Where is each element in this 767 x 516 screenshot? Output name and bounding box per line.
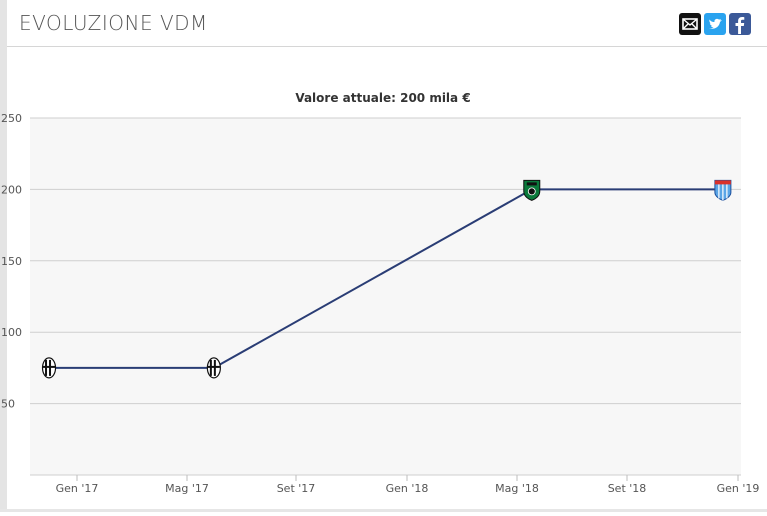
y-tick-label: 50 xyxy=(1,398,15,411)
y-tick-label: 200 xyxy=(1,183,22,196)
y-tick-label: 100 xyxy=(1,326,22,339)
bottom-border xyxy=(0,509,767,512)
facebook-share-button[interactable] xyxy=(729,13,751,35)
x-tick-label: Mag '18 xyxy=(495,482,539,495)
left-border xyxy=(0,0,7,512)
chart-title: Valore attuale: 200 mila € xyxy=(295,91,470,105)
email-icon xyxy=(682,18,698,30)
x-tick-label: Set '18 xyxy=(608,482,647,495)
facebook-icon xyxy=(735,17,745,34)
juventus-crest-icon xyxy=(206,357,221,379)
pec-zwolle-crest-icon xyxy=(714,179,732,201)
value-chart: Valore attuale: 200 mila € 50 100 150 200 250… xyxy=(1,91,760,495)
x-tick-label: Gen '17 xyxy=(56,482,99,495)
x-tick-label: Gen '18 xyxy=(386,482,429,495)
y-tick-label: 250 xyxy=(1,112,22,125)
widget-header: EVOLUZIONE VDM xyxy=(7,0,767,47)
y-tick-label: 150 xyxy=(1,255,22,268)
twitter-share-button[interactable] xyxy=(704,13,726,35)
sassuolo-crest-icon xyxy=(523,179,541,201)
email-share-button[interactable] xyxy=(679,13,701,35)
chart-container: Valore attuale: 200 mila € 50 100 150 200 250… xyxy=(0,80,767,512)
twitter-icon xyxy=(709,18,722,29)
x-tick-label: Gen '19 xyxy=(717,482,760,495)
plot-background xyxy=(30,118,741,475)
juventus-crest-icon xyxy=(41,357,57,379)
widget-title: EVOLUZIONE VDM xyxy=(19,11,208,35)
series-line xyxy=(49,188,723,369)
x-tick-label: Mag '17 xyxy=(165,482,209,495)
x-tick-label: Set '17 xyxy=(277,482,316,495)
